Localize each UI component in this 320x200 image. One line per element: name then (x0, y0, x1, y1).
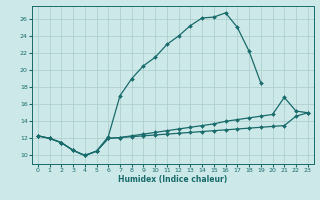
X-axis label: Humidex (Indice chaleur): Humidex (Indice chaleur) (118, 175, 228, 184)
